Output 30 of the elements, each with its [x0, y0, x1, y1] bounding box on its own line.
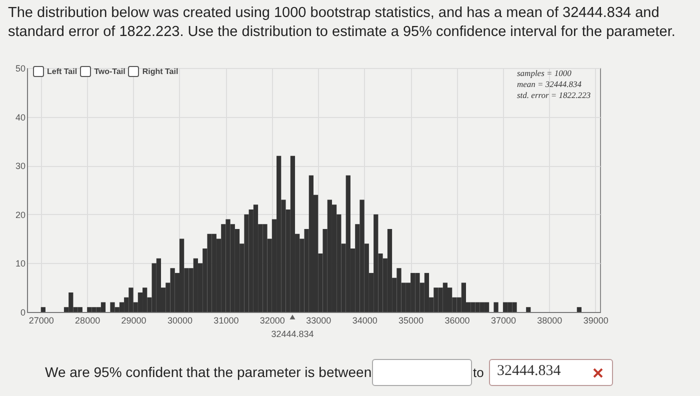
x-tick-label: 32000	[260, 316, 285, 326]
y-tick-label: 10	[15, 258, 26, 269]
annotation: mean = 32444.834	[517, 79, 583, 90]
chart-title: The distribution below was created using 1000 bootstrap statistics, and has a mean of 32444.834 and standard error of 1822.223. Use the distribution to estimate a 95% confidence interval for the parameter.	[8, 4, 676, 42]
annotation: Two-Tail	[93, 66, 126, 77]
x-tick-label: 34000	[352, 316, 378, 326]
y-tick-label: 40	[15, 112, 26, 122]
text: We are 95% confident that the parameter is between	[45, 364, 372, 380]
annotation: 32444.834	[271, 329, 314, 339]
x-tick-label: 28000	[75, 316, 100, 326]
text: 32444.834	[497, 363, 561, 380]
annotation: Left Tail	[46, 66, 78, 77]
x-tick-label: 30000	[167, 316, 193, 326]
annotation: Right Tail	[141, 66, 178, 77]
annotation: std. error = 1822.223	[517, 90, 591, 101]
x-tick-label: 37000	[490, 316, 516, 326]
x-tick-label: 31000	[214, 316, 239, 326]
y-tick-label: 50	[15, 64, 26, 74]
x-tick-label: 39000	[583, 316, 608, 326]
x-tick-label: 38000	[537, 316, 562, 326]
x-tick-label: 29000	[121, 316, 146, 326]
text: to	[473, 365, 484, 380]
x-tick-label: 33000	[306, 316, 332, 326]
x-tick-label: 36000	[444, 316, 470, 326]
annotation: samples = 1000	[517, 68, 572, 79]
y-tick-label: 0	[20, 308, 26, 318]
y-tick-label: 30	[15, 161, 26, 172]
x-tick-label: 35000	[398, 316, 424, 326]
x-tick-label: 27000	[28, 316, 54, 326]
y-tick-label: 20	[15, 210, 26, 220]
